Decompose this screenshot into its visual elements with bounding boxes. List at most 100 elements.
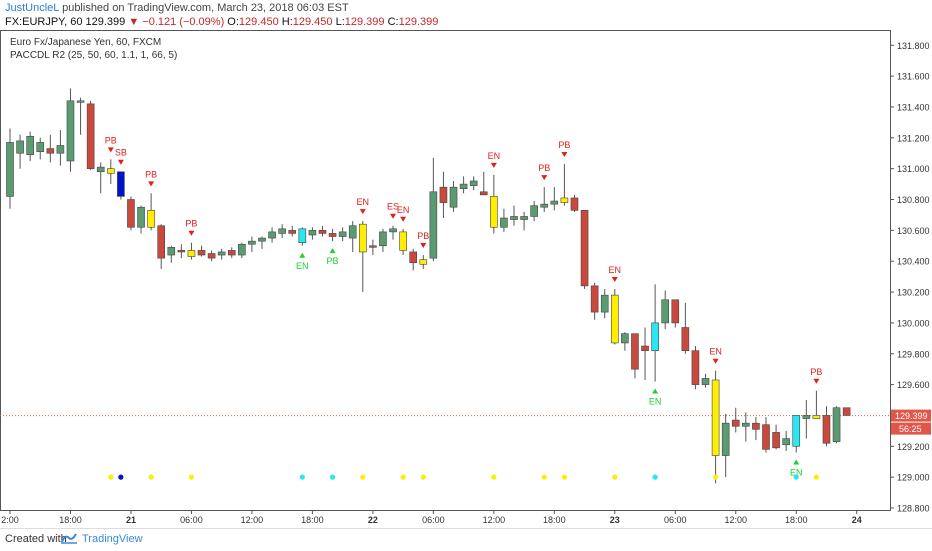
candle-body xyxy=(469,180,478,186)
candle-body xyxy=(530,205,538,217)
candle-body xyxy=(792,415,801,447)
candle-body xyxy=(429,191,438,259)
high-label: H: xyxy=(281,16,293,28)
plot-frame xyxy=(0,30,891,511)
y-tick-label: 131.000 xyxy=(897,164,930,174)
signal-dot xyxy=(108,474,114,480)
y-tick-label: 130.000 xyxy=(897,318,930,328)
open-value: 129.450 xyxy=(238,16,279,28)
candle-body xyxy=(16,140,24,154)
candle-body xyxy=(842,407,851,416)
x-tick-label: 06:00 xyxy=(422,515,445,525)
x-tick-label: 18:00 xyxy=(785,515,808,525)
candle-body xyxy=(117,171,125,197)
candle-body xyxy=(782,438,790,446)
candle-body xyxy=(26,135,34,156)
candle-body xyxy=(167,247,176,256)
candle-body xyxy=(197,250,206,256)
signal-label: EN xyxy=(709,347,722,357)
candle-body xyxy=(358,223,367,253)
y-tick-label: 130.600 xyxy=(897,226,930,236)
signal-label: PB xyxy=(417,231,429,241)
y-tick-label: 128.800 xyxy=(897,504,930,514)
candle-body xyxy=(379,231,387,247)
candle-body xyxy=(318,230,327,234)
sell-arrow-icon xyxy=(541,175,548,181)
buy-arrow-icon xyxy=(793,459,800,465)
y-tick-label: 131.600 xyxy=(897,72,930,82)
x-tick-label: 06:00 xyxy=(664,515,687,525)
signal-label: PB xyxy=(558,140,570,150)
candle-body xyxy=(520,216,528,220)
candle-body xyxy=(802,415,811,419)
sell-arrow-icon xyxy=(117,159,124,165)
candle-body xyxy=(479,191,488,196)
chart-area[interactable]: 131.800 131.600 131.400 131.200 131.000 130.8… xyxy=(0,30,932,528)
candle-body xyxy=(661,299,670,324)
y-tick-label: 129.800 xyxy=(897,349,930,359)
candlestick-chart[interactable]: 131.800 131.600 131.400 131.200 131.000 130.8… xyxy=(0,30,932,528)
signal-dot xyxy=(793,474,799,480)
sell-arrow-icon xyxy=(561,152,568,158)
signal-dot xyxy=(118,474,124,480)
candle-body xyxy=(268,231,276,239)
publish-line: JustUncleL published on TradingView.com,… xyxy=(5,2,349,14)
y-tick-label: 129.600 xyxy=(897,380,930,390)
candle-body xyxy=(600,294,609,313)
candle-body xyxy=(6,142,14,197)
signal-label: ES xyxy=(387,202,399,212)
chart-legend: Euro Fx/Japanese Yen, 60, FXCM PACCDL R2… xyxy=(10,36,177,62)
signal-label: SB xyxy=(115,148,127,158)
low-label: L: xyxy=(335,16,345,28)
tradingview-logo-icon xyxy=(60,531,78,550)
candle-body xyxy=(389,228,397,233)
tradingview-brand[interactable]: TradingView xyxy=(82,533,143,545)
signal-label: PB xyxy=(810,367,822,377)
high-value: 129.450 xyxy=(292,16,333,28)
chart-header: JustUncleL published on TradingView.com,… xyxy=(0,0,932,30)
candle-body xyxy=(580,210,589,287)
candle-body xyxy=(641,345,649,351)
signal-dot xyxy=(491,474,497,480)
candle-body xyxy=(540,203,549,208)
candle-body xyxy=(560,197,569,203)
signal-label: PB xyxy=(185,219,197,229)
candle-body xyxy=(56,145,65,154)
signal-label: EN xyxy=(488,151,501,161)
signal-label: PB xyxy=(538,163,550,173)
candle-body xyxy=(369,245,377,248)
last-price-badge-label: 129.399 xyxy=(895,411,928,421)
close-value: 129.399 xyxy=(398,16,439,28)
x-tick-label: 21 xyxy=(126,515,136,525)
candle-body xyxy=(308,230,317,236)
candle-body xyxy=(288,230,297,234)
candle-body xyxy=(631,333,639,370)
candle-body xyxy=(610,294,619,344)
x-tick-label: 12:00 xyxy=(241,515,264,525)
y-tick-label: 131.200 xyxy=(897,133,930,143)
candle-body xyxy=(510,216,518,220)
last-price: 129.399 xyxy=(85,16,126,28)
candle-body xyxy=(832,407,841,442)
x-tick-label: 06:00 xyxy=(180,515,203,525)
candle-body xyxy=(187,250,196,257)
instrument-title: Euro Fx/Japanese Yen, 60, FXCM xyxy=(10,37,162,48)
signal-label: PB xyxy=(105,135,117,145)
candle-body xyxy=(147,210,155,228)
candle-body xyxy=(570,197,579,211)
candle-body xyxy=(449,186,458,208)
candle-body xyxy=(590,285,599,313)
x-tick-label: 12:00 xyxy=(483,515,506,525)
x-tick-label: 18:00 xyxy=(543,515,566,525)
open-label: O: xyxy=(227,16,239,28)
created-with-text: Created with xyxy=(5,533,67,545)
buy-arrow-icon xyxy=(299,252,306,258)
signal-label: PB xyxy=(327,256,339,266)
signal-dot xyxy=(188,474,195,480)
candle-body xyxy=(217,251,226,256)
candle-body xyxy=(338,231,347,237)
signal-dot xyxy=(329,474,336,480)
candle-body xyxy=(278,228,286,234)
author-link[interactable]: JustUncleL xyxy=(5,2,60,14)
candle-body xyxy=(328,233,337,237)
